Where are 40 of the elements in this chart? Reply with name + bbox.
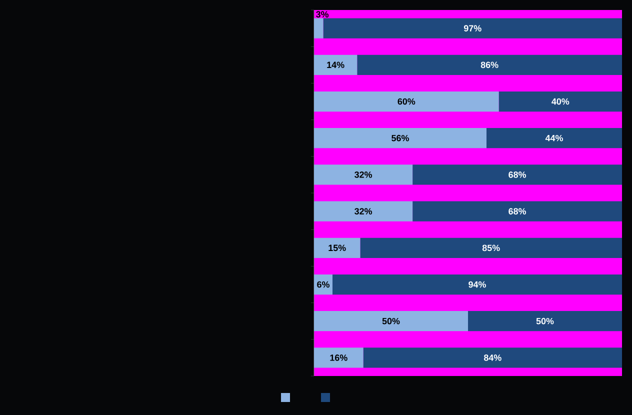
data-label: 94% (468, 281, 486, 288)
bar (314, 91, 499, 112)
bar (314, 164, 413, 185)
data-label: 86% (480, 62, 498, 68)
data-label: 68% (508, 208, 526, 214)
data-label: 16% (330, 354, 348, 361)
data-label: 32% (354, 208, 372, 214)
data-label: 84% (484, 354, 502, 361)
data-label: 68% (508, 172, 526, 178)
bar (314, 274, 332, 295)
bar (412, 164, 622, 185)
bar (314, 128, 486, 148)
bar (363, 348, 622, 368)
bar (323, 18, 622, 38)
bar (314, 54, 358, 75)
bar (357, 54, 622, 75)
data-label: 15% (328, 244, 346, 252)
bar (486, 128, 622, 148)
bar (360, 238, 622, 258)
data-label: 40% (552, 98, 570, 105)
bar (468, 311, 622, 332)
bar (332, 274, 622, 295)
bar (314, 311, 468, 332)
bar (412, 201, 622, 222)
data-label: 97% (464, 25, 482, 32)
data-label: 60% (398, 98, 416, 105)
bar (314, 348, 364, 368)
data-label: 50% (536, 318, 554, 324)
data-label: 44% (545, 134, 563, 142)
bar (314, 201, 413, 222)
bar (498, 91, 622, 112)
bar (314, 238, 360, 258)
data-label: 14% (327, 62, 344, 68)
data-label: 85% (482, 244, 500, 252)
data-label: 3% (316, 11, 329, 18)
data-label: 50% (382, 318, 400, 324)
data-label: 56% (392, 134, 409, 142)
data-label: 32% (354, 172, 372, 178)
bar (314, 18, 324, 38)
data-label: 6% (317, 281, 330, 288)
